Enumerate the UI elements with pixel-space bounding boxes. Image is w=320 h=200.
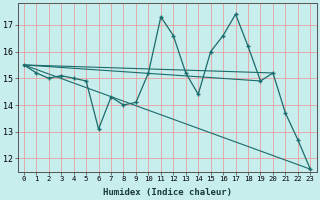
X-axis label: Humidex (Indice chaleur): Humidex (Indice chaleur) bbox=[103, 188, 232, 197]
